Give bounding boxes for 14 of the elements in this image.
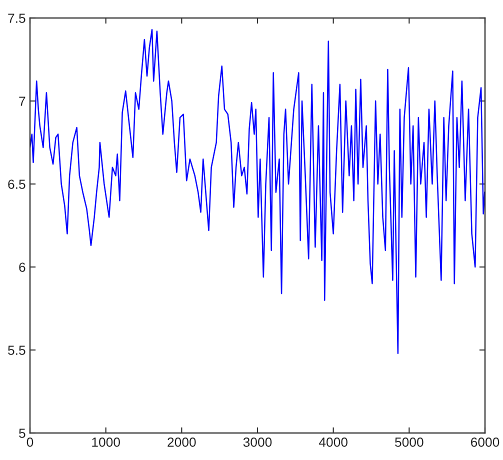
x-tick-label: 0 [26, 438, 34, 447]
x-tick-label: 5000 [395, 438, 424, 447]
y-tick-label: 5.5 [8, 346, 26, 355]
y-tick-label: 5 [19, 428, 26, 438]
x-tick-label: 3000 [243, 438, 272, 447]
x-tick-label: 2000 [168, 438, 196, 447]
y-tick-label: 7 [19, 96, 26, 106]
y-tick-label: 6.5 [8, 180, 26, 189]
line-series [30, 28, 485, 354]
x-tick-label: 6000 [470, 438, 500, 447]
y-tick-label: 7.5 [8, 14, 26, 23]
x-tick-label: 1000 [92, 438, 120, 447]
x-tick-label: 4000 [318, 438, 348, 447]
y-tick-label: 6 [19, 262, 26, 272]
